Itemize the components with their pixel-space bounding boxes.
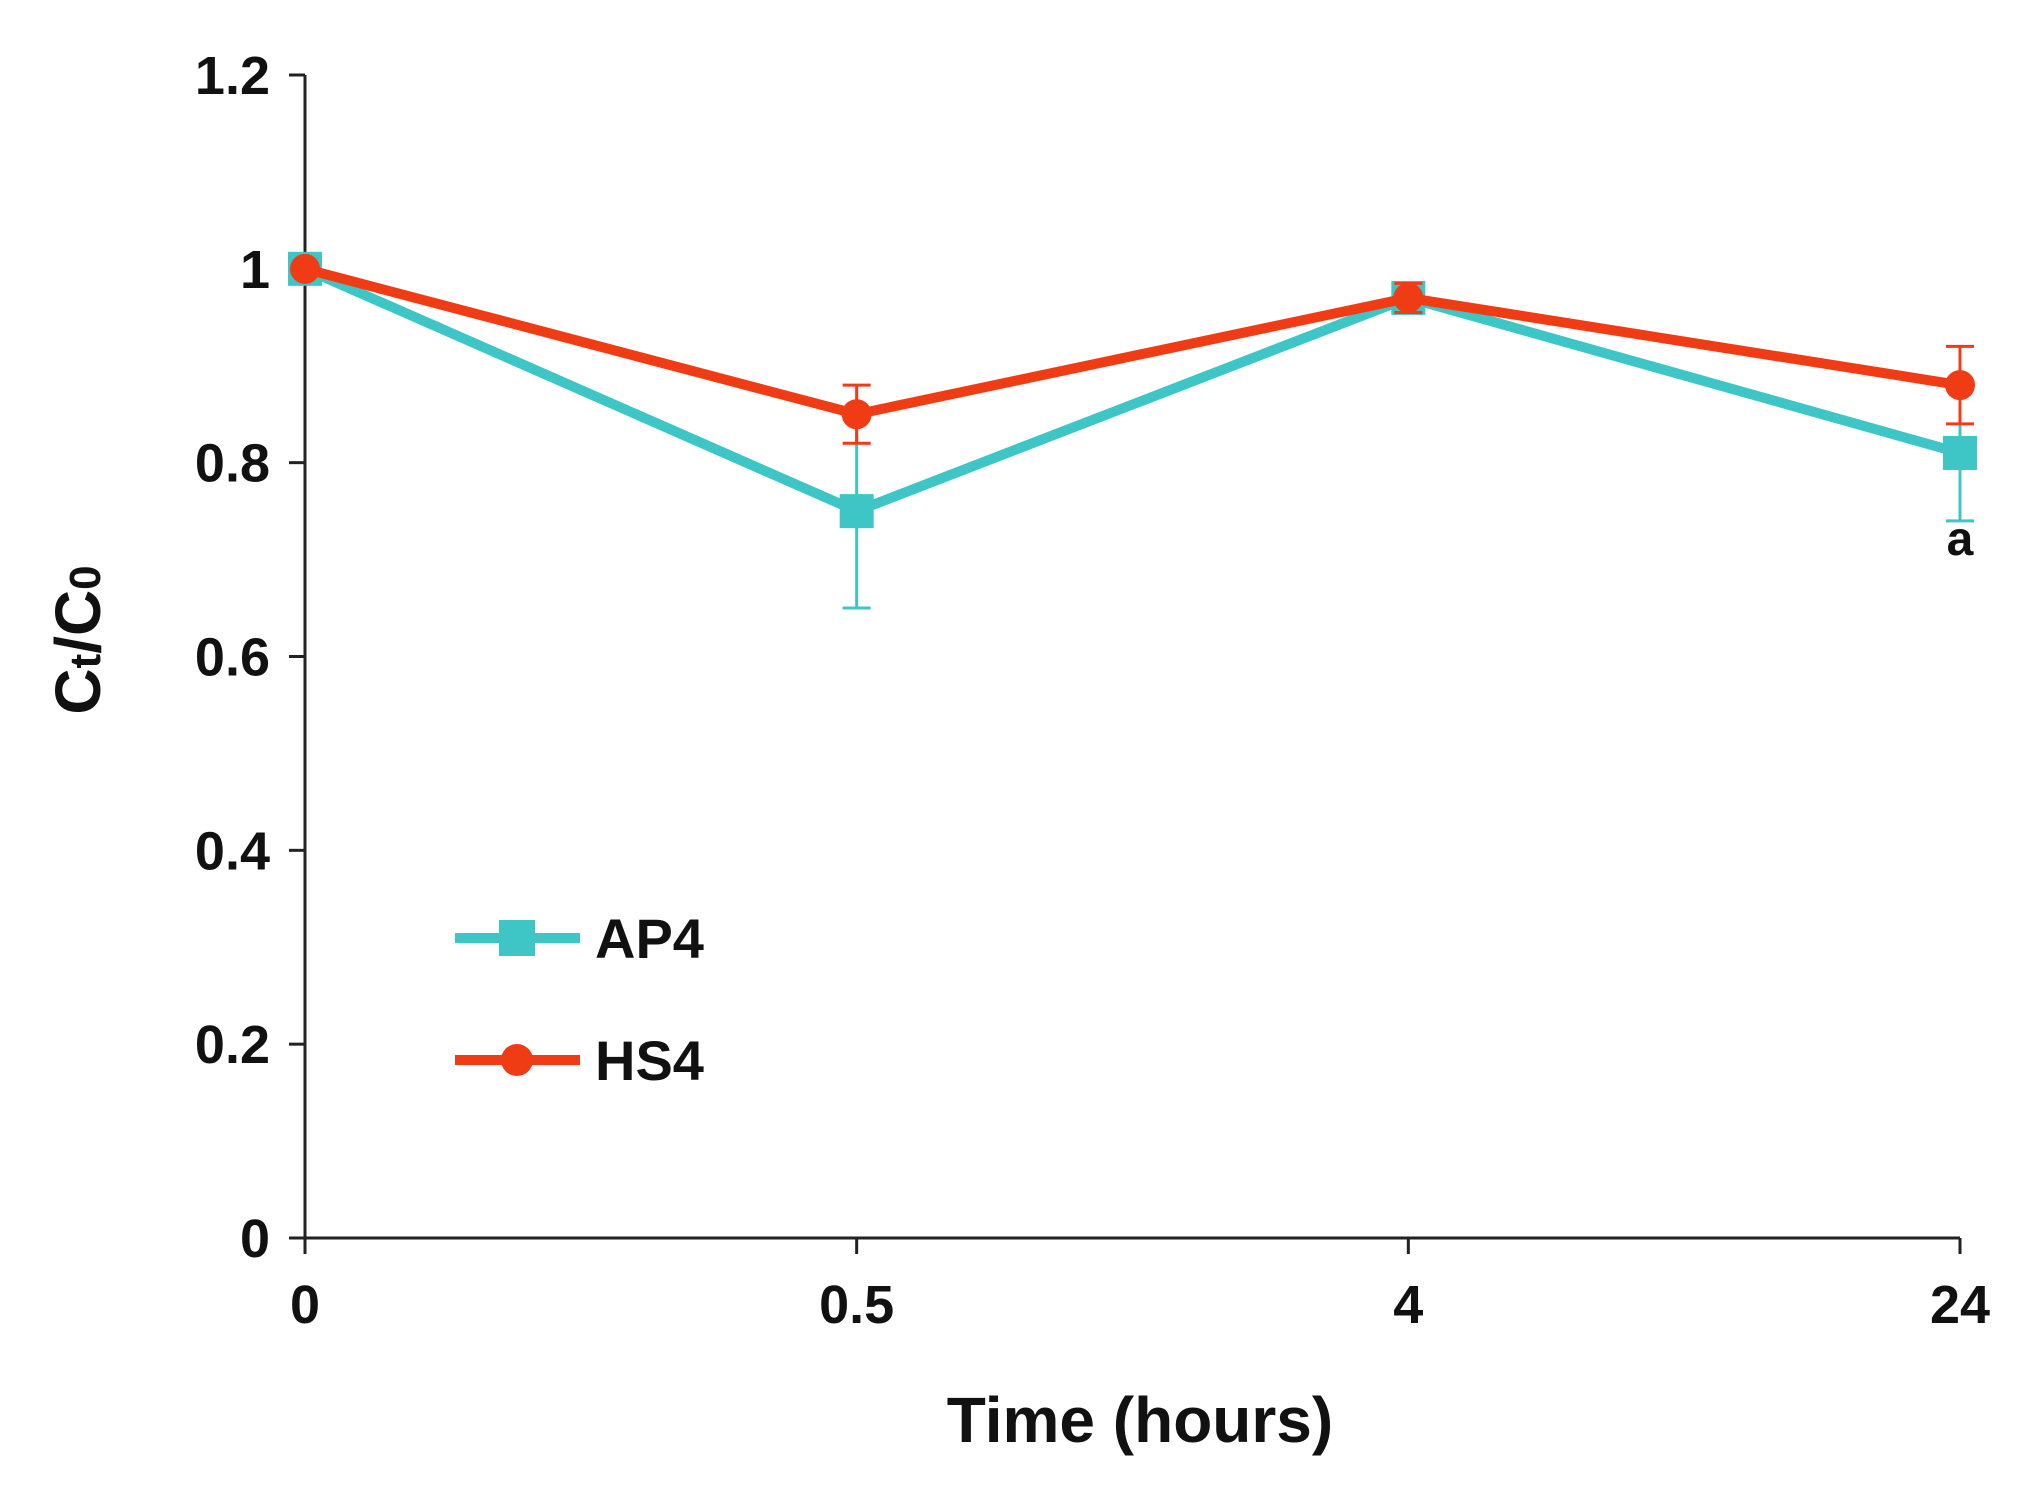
legend-label-hs4: HS4 xyxy=(595,1029,704,1092)
data-point-ap4 xyxy=(839,494,874,529)
legend-label-ap4: AP4 xyxy=(595,907,704,970)
y-tick-label: 0.2 xyxy=(195,1015,270,1075)
series-ap4 xyxy=(288,251,1977,610)
legend-marker-hs4 xyxy=(501,1044,533,1076)
y-axis-title-slash: / xyxy=(42,636,114,654)
x-tick-label: 0.5 xyxy=(819,1275,894,1335)
y-axis-title-c1: C xyxy=(42,668,114,714)
y-axis-title-sub-0: 0 xyxy=(61,565,110,589)
data-point-hs4 xyxy=(1945,370,1975,401)
data-point-hs4 xyxy=(841,399,872,430)
annotations: a xyxy=(1947,513,1974,566)
y-tick-label: 0.8 xyxy=(195,434,270,494)
y-axis-title-c2: C xyxy=(42,590,114,636)
x-tick-label: 4 xyxy=(1393,1275,1423,1335)
data-point-ap4 xyxy=(1943,435,1977,470)
x-tick-label: 24 xyxy=(1930,1275,1990,1335)
legend: AP4 HS4 xyxy=(455,907,704,1092)
y-tick-label: 1 xyxy=(240,240,270,300)
tick-labels: 0 0.2 0.4 0.6 0.8 1 1.2 0 0.5 4 24 xyxy=(195,46,1990,1335)
legend-marker-ap4 xyxy=(499,920,535,956)
y-tick-label: 0.6 xyxy=(195,628,270,688)
annotation-label: a xyxy=(1947,513,1974,566)
data-point-hs4 xyxy=(1393,282,1424,313)
series-hs4 xyxy=(290,253,1975,445)
legend-item-ap4: AP4 xyxy=(455,907,704,970)
y-tick-label: 1.2 xyxy=(195,46,270,106)
axes xyxy=(289,73,1962,1254)
y-tick-label: 0.4 xyxy=(195,821,270,881)
legend-item-hs4: HS4 xyxy=(455,1029,704,1092)
data-point-hs4 xyxy=(290,253,320,284)
series-line-hs4 xyxy=(303,263,1961,420)
series-line-ap4 xyxy=(302,264,1962,517)
y-axis-title-sub-t: t xyxy=(61,653,110,668)
y-axis-title: Ct/C0 xyxy=(42,565,114,714)
x-axis-title: Time (hours) xyxy=(947,1384,1333,1456)
y-tick-label: 0 xyxy=(240,1209,270,1269)
x-tick-label: 0 xyxy=(290,1275,320,1335)
series-layer xyxy=(288,251,1977,610)
